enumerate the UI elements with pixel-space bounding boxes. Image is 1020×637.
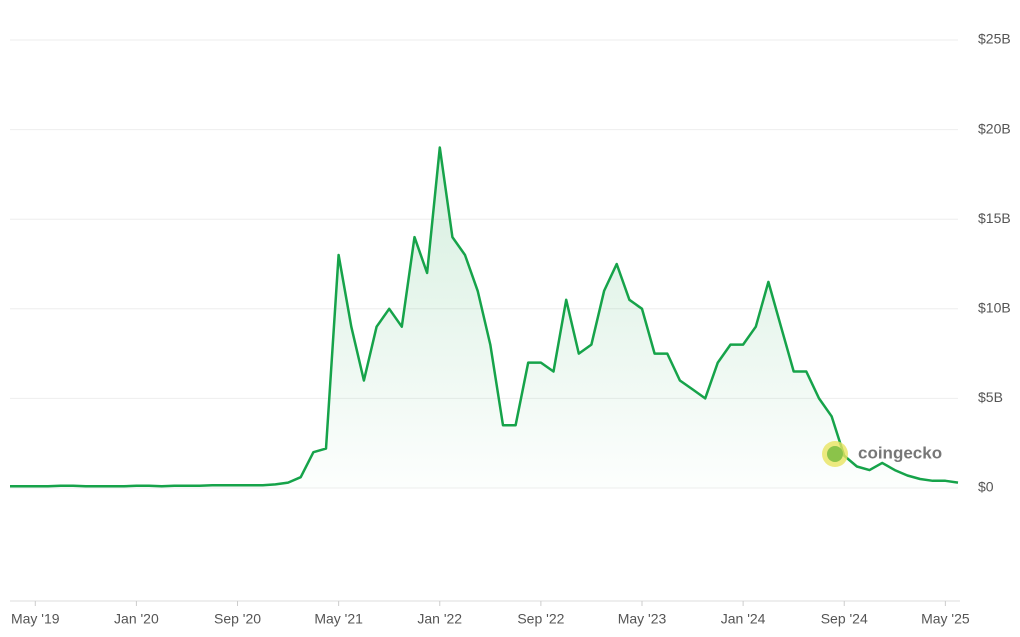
y-tick-label: $5B — [978, 389, 1003, 405]
line — [10, 146, 959, 488]
watermark-text: coingecko — [858, 443, 942, 462]
y-tick-label: $25B — [978, 31, 1011, 47]
y-tick-label: $10B — [978, 300, 1011, 316]
y-tick-label: $15B — [978, 210, 1011, 226]
y-tick-label: $0 — [978, 479, 994, 495]
x-tick-label: Sep '24 — [821, 611, 868, 627]
x-tick-label: Jan '22 — [417, 611, 462, 627]
y-tick-label: $20B — [978, 120, 1011, 136]
x-tick-label: Jan '24 — [721, 611, 766, 627]
x-tick-label: May '19 — [11, 611, 60, 627]
x-tick-label: May '25 — [921, 611, 970, 627]
x-tick-label: Jan '20 — [114, 611, 159, 627]
x-tick-label: Sep '20 — [214, 611, 261, 627]
x-tick-label: Sep '22 — [517, 611, 564, 627]
watermark: coingecko — [822, 441, 942, 467]
x-tick-label: May '23 — [618, 611, 667, 627]
x-tick-label: May '21 — [314, 611, 363, 627]
